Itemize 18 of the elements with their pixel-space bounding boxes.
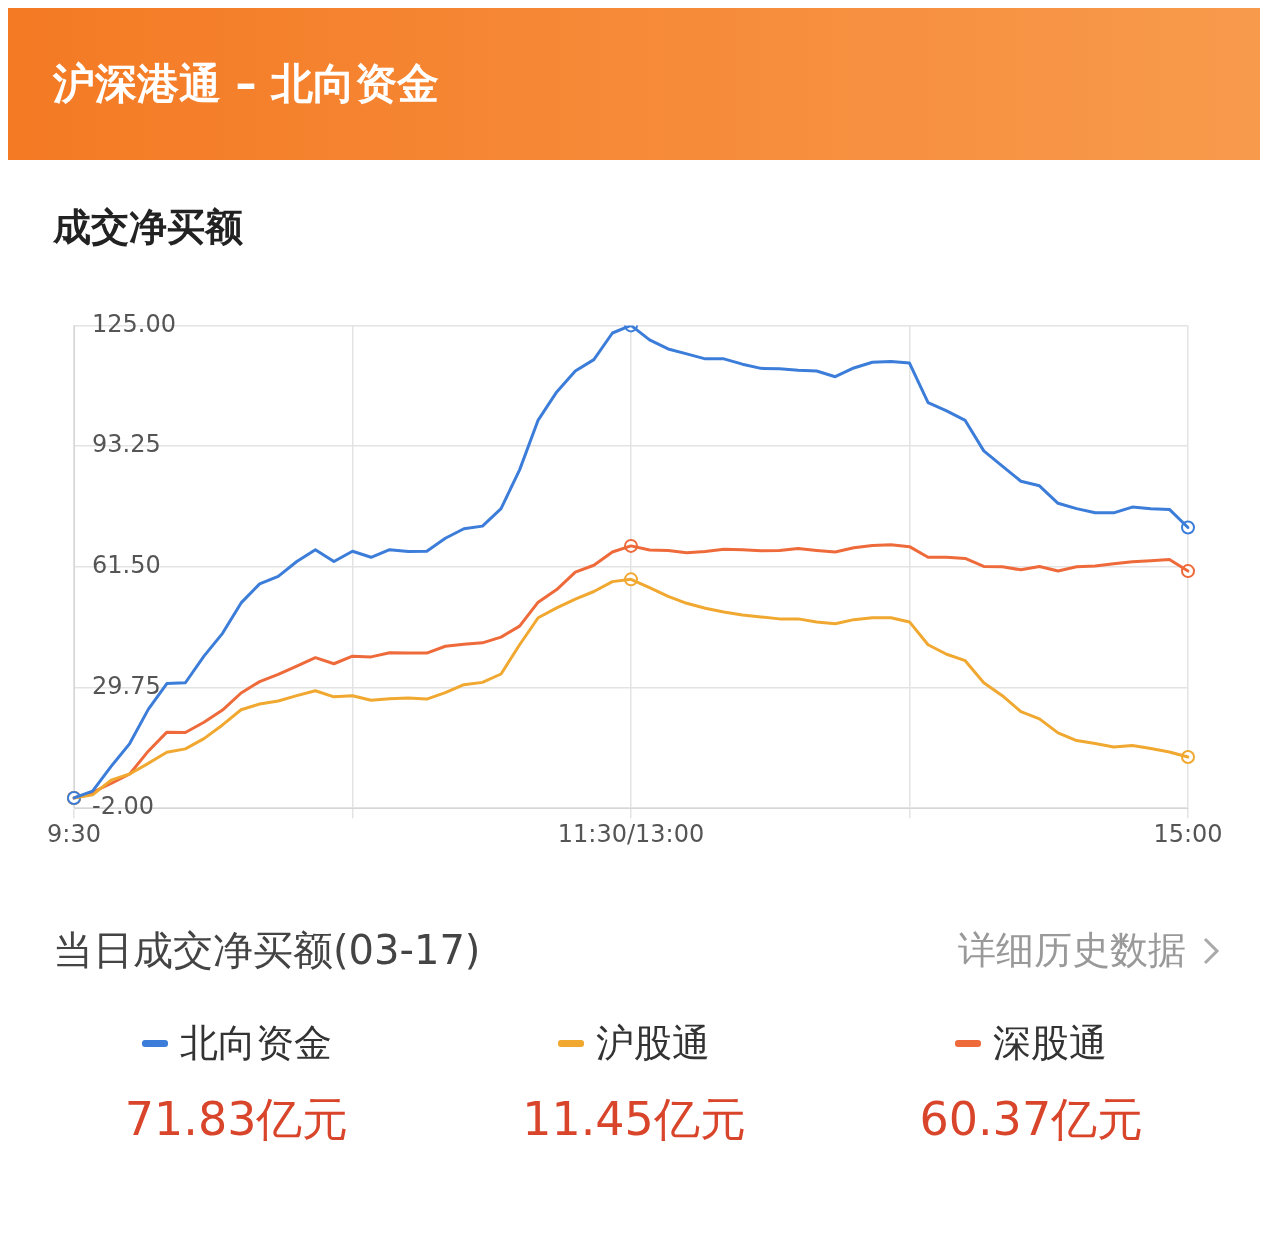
y-tick-label: 61.50 bbox=[92, 551, 161, 580]
y-tick-label: 93.25 bbox=[92, 430, 161, 459]
x-tick-label: 11:30/13:00 bbox=[557, 819, 705, 848]
chart-title: 沪深港通 – 北向资金 bbox=[53, 58, 440, 110]
text: 当日成交净买额(03-17) bbox=[53, 926, 481, 975]
text: 71.83亿元 bbox=[123, 1091, 350, 1148]
legend-label: 沪股通 bbox=[595, 1020, 710, 1067]
y-tick-label: 125.00 bbox=[92, 309, 176, 338]
text: 详细历史数据 bbox=[958, 927, 1186, 974]
x-tick-label: 9:30 bbox=[47, 819, 101, 848]
chart-subtitle: 成交净买额 bbox=[52, 204, 244, 251]
x-tick-label: 15:00 bbox=[1153, 819, 1223, 848]
legend-label: 北向资金 bbox=[179, 1020, 332, 1067]
y-tick-label: 29.75 bbox=[92, 671, 161, 700]
text: 11.45亿元 bbox=[521, 1091, 747, 1148]
legend-label: 深股通 bbox=[993, 1020, 1108, 1067]
text: 60.37亿元 bbox=[918, 1091, 1145, 1148]
y-tick-label: -2.00 bbox=[92, 792, 155, 821]
